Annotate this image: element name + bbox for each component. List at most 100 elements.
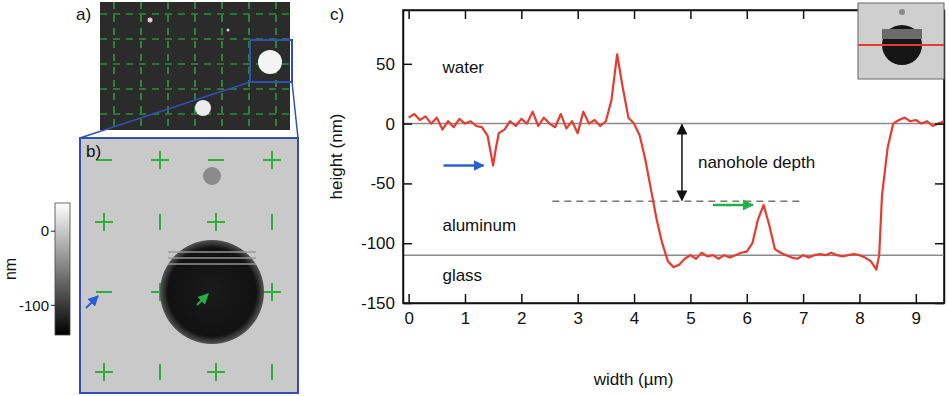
grid-marker bbox=[159, 214, 161, 230]
grid-marker bbox=[113, 2, 114, 130]
tick: -150 bbox=[361, 294, 412, 313]
tick-mark bbox=[577, 10, 579, 19]
axis-line bbox=[404, 303, 945, 305]
tick: 7 bbox=[799, 294, 808, 328]
tick bbox=[803, 10, 804, 19]
panel-b: b) bbox=[80, 82, 298, 393]
tick-mark bbox=[935, 303, 944, 305]
pointer-arrow bbox=[713, 204, 753, 207]
pointer-arrow bbox=[86, 296, 98, 308]
tick: 50 bbox=[376, 55, 412, 74]
tick: 1 bbox=[461, 294, 470, 328]
tick: 6 bbox=[743, 294, 752, 328]
tick bbox=[465, 10, 466, 19]
tick-mark bbox=[747, 10, 749, 19]
scan-artifact bbox=[168, 263, 256, 265]
tick-mark bbox=[803, 10, 805, 19]
tick-mark bbox=[408, 294, 410, 303]
hole bbox=[195, 100, 211, 116]
tick-label: 3 bbox=[573, 309, 582, 328]
tick-label: 1 bbox=[461, 309, 470, 328]
tick-mark bbox=[465, 10, 467, 19]
afm-image bbox=[100, 2, 290, 130]
grid-marker bbox=[207, 213, 225, 231]
tick-mark bbox=[935, 123, 944, 125]
tick-label: -100 bbox=[361, 234, 395, 253]
tick-mark bbox=[521, 294, 523, 303]
tick bbox=[935, 243, 944, 244]
tick-label: 4 bbox=[630, 309, 639, 328]
tick bbox=[578, 10, 579, 19]
profile-cut bbox=[858, 44, 944, 46]
tick-mark bbox=[690, 294, 692, 303]
grid-marker bbox=[151, 151, 169, 169]
tick-mark bbox=[634, 10, 636, 19]
tick-mark bbox=[916, 294, 918, 303]
panel-letter: c) bbox=[330, 5, 344, 24]
scan-artifact bbox=[168, 257, 256, 259]
tick bbox=[747, 10, 748, 19]
grid-marker bbox=[95, 363, 113, 381]
grid-marker bbox=[208, 159, 224, 161]
depth-label: nanohole depth bbox=[698, 153, 815, 172]
colorbar-tick bbox=[51, 231, 55, 232]
scan-artifact bbox=[168, 251, 256, 253]
region-label: aluminum bbox=[442, 216, 516, 235]
panel-c: 0123456789500-50-100-150width (µm)height… bbox=[327, 3, 945, 389]
grid-marker bbox=[194, 2, 195, 130]
grid-marker bbox=[167, 2, 168, 130]
tick-label: 50 bbox=[376, 55, 395, 74]
hole bbox=[258, 50, 282, 74]
tick bbox=[935, 303, 944, 304]
scan-artifact bbox=[882, 29, 922, 39]
grid-marker bbox=[221, 2, 222, 130]
tick-mark bbox=[577, 294, 579, 303]
tick-mark bbox=[408, 10, 410, 19]
grid-marker bbox=[96, 291, 112, 293]
y-axis-title: height (nm) bbox=[327, 114, 346, 200]
tick: 4 bbox=[630, 294, 639, 328]
figure: a)b)0-100nm0123456789500-50-100-150width… bbox=[0, 0, 949, 396]
tick-label: 6 bbox=[743, 309, 752, 328]
tick-mark bbox=[403, 303, 412, 305]
tick-mark bbox=[935, 243, 944, 245]
colorbar-tick-label: 0 bbox=[41, 222, 49, 239]
zoom-box bbox=[250, 40, 292, 82]
hole bbox=[160, 240, 264, 344]
region-label: water bbox=[441, 58, 484, 77]
tick-mark bbox=[403, 64, 412, 66]
grid-marker bbox=[159, 364, 161, 380]
grid-marker bbox=[207, 363, 225, 381]
tick-label: -50 bbox=[370, 174, 395, 193]
tick-label: -150 bbox=[361, 294, 395, 313]
tick-label: 8 bbox=[855, 309, 864, 328]
pointer-arrow bbox=[197, 294, 208, 305]
y-axis: 50 0 -50 -100 -150 bbox=[361, 11, 412, 313]
tick-mark bbox=[634, 294, 636, 303]
tick: 3 bbox=[573, 294, 582, 328]
grid-marker bbox=[100, 113, 290, 114]
colorbar-tick-label: -100 bbox=[19, 297, 49, 314]
tick-mark bbox=[935, 183, 944, 185]
inset-background bbox=[858, 3, 944, 79]
colorbar bbox=[55, 203, 70, 335]
tick bbox=[409, 10, 410, 19]
panel-letter: a) bbox=[76, 5, 91, 24]
grid-marker bbox=[100, 13, 290, 14]
tick-label: 0 bbox=[404, 309, 413, 328]
grid-marker bbox=[263, 283, 281, 301]
colorbar-tick bbox=[51, 305, 55, 306]
tick-mark bbox=[403, 243, 412, 245]
tick-mark bbox=[803, 294, 805, 303]
inset-image bbox=[858, 3, 944, 79]
x-axis-title: width (µm) bbox=[593, 370, 674, 389]
tick-mark bbox=[521, 10, 523, 19]
tick-mark bbox=[747, 294, 749, 303]
tick-label: 7 bbox=[799, 309, 808, 328]
grid-marker bbox=[263, 151, 281, 169]
tick-mark bbox=[403, 183, 412, 185]
tick-label: 0 bbox=[386, 115, 395, 134]
particle bbox=[227, 29, 230, 32]
tick bbox=[634, 10, 635, 19]
depth-arrow bbox=[681, 125, 683, 201]
